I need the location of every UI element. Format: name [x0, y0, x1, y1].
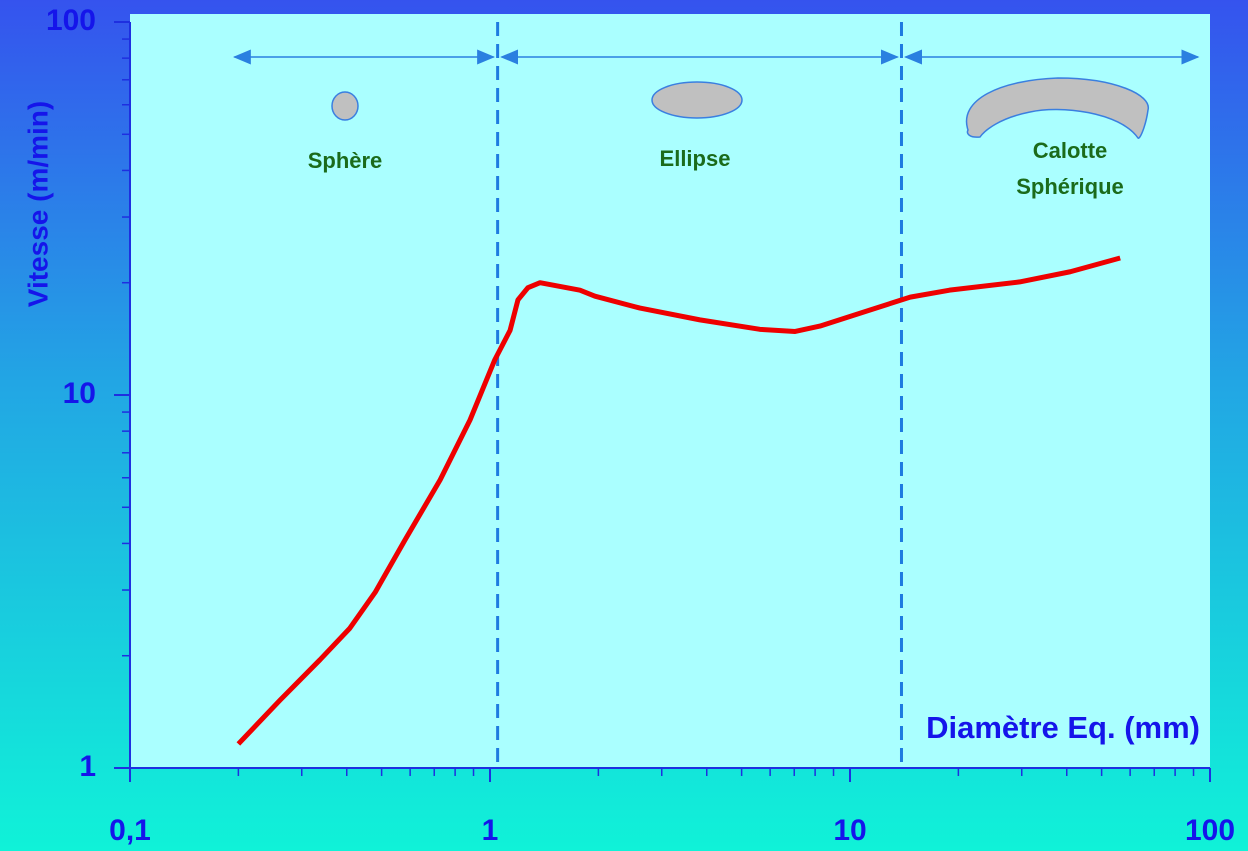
plot-area [130, 14, 1210, 768]
y-tick-label: 1 [79, 750, 96, 783]
region-label: Ellipse [660, 146, 731, 171]
ellipse-shape [652, 82, 742, 118]
x-tick-label: 10 [833, 814, 866, 847]
region-label: Calotte [1033, 138, 1108, 163]
page: Vitesse (m/min) Diamètre Eq. (mm) 110100… [0, 0, 1248, 851]
region-label: Sphérique [1016, 174, 1124, 199]
y-tick-label: 10 [63, 377, 96, 410]
y-axis-label: Vitesse (m/min) [22, 101, 53, 307]
x-tick-label: 100 [1185, 814, 1235, 847]
x-tick-label: 0,1 [109, 814, 151, 847]
y-tick-label: 100 [46, 4, 96, 37]
sphere-shape [332, 92, 358, 120]
x-axis-label: Diamètre Eq. (mm) [926, 710, 1200, 745]
region-label: Sphère [308, 148, 383, 173]
x-tick-label: 1 [482, 814, 499, 847]
chart: Vitesse (m/min) Diamètre Eq. (mm) 110100… [0, 0, 1248, 851]
